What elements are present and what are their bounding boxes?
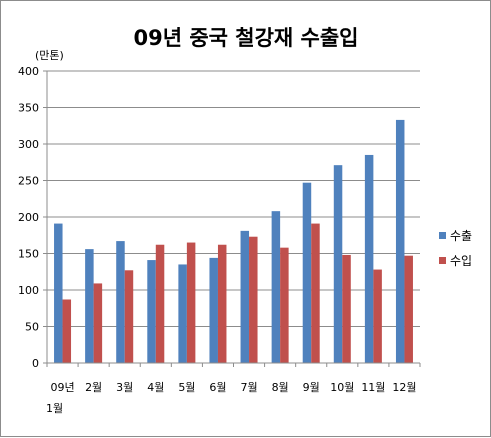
x-tick-label: 10월 [330, 381, 354, 394]
bar-import [280, 247, 289, 363]
y-tick-label: 250 [18, 175, 39, 188]
x-tick-label: 3월 [116, 381, 133, 394]
x-tick-label: 1월 [46, 402, 63, 415]
x-tick-label: 09년 [50, 381, 74, 394]
bar-export [240, 230, 250, 363]
legend-label: 수출 [450, 229, 472, 243]
bar-import [217, 244, 227, 363]
x-tick-label: 2월 [85, 381, 102, 394]
bar-export [271, 211, 281, 363]
y-tick-label: 200 [18, 211, 39, 224]
x-tick-label: 4월 [147, 381, 164, 394]
x-tick-label: 8월 [272, 381, 289, 394]
x-tick-label: 11월 [361, 381, 385, 394]
bar-import [93, 283, 103, 363]
bar-export [395, 119, 405, 363]
x-tick-label: 6월 [209, 381, 226, 394]
bar-export [302, 182, 312, 363]
bar-import [342, 254, 351, 363]
bar-import [404, 255, 413, 363]
x-tick-label: 7월 [240, 381, 257, 394]
bar-export [116, 241, 125, 363]
bar-import [249, 236, 258, 363]
legend-swatch [439, 232, 446, 239]
bar-export [85, 249, 94, 363]
bar-export [147, 260, 156, 363]
bar-export [364, 154, 374, 363]
y-tick-label: 100 [18, 284, 39, 297]
chart-title: 09년 중국 철강재 수출입 [133, 26, 358, 50]
bar-import [311, 223, 320, 363]
bar-export [209, 257, 218, 363]
y-tick-label: 150 [18, 248, 39, 261]
bar-import [373, 269, 382, 363]
bar-import [62, 299, 72, 363]
bar-export [178, 264, 187, 363]
x-tick-label: 12월 [392, 381, 416, 394]
y-tick-label: 350 [18, 102, 39, 115]
bar-import [186, 242, 196, 363]
y-tick-label: 0 [32, 357, 39, 370]
legend-swatch [439, 257, 446, 264]
legend-label: 수입 [450, 254, 472, 268]
bar-import [155, 244, 165, 363]
bar-import [124, 270, 134, 363]
y-tick-label: 300 [18, 138, 39, 151]
x-tick-label: 9월 [303, 381, 320, 394]
bar-export [333, 165, 343, 363]
y-unit-label: (만톤) [35, 49, 64, 62]
bar-export [54, 223, 63, 363]
y-tick-label: 400 [18, 65, 39, 78]
x-tick-label: 5월 [178, 381, 195, 394]
y-tick-label: 50 [25, 321, 39, 334]
